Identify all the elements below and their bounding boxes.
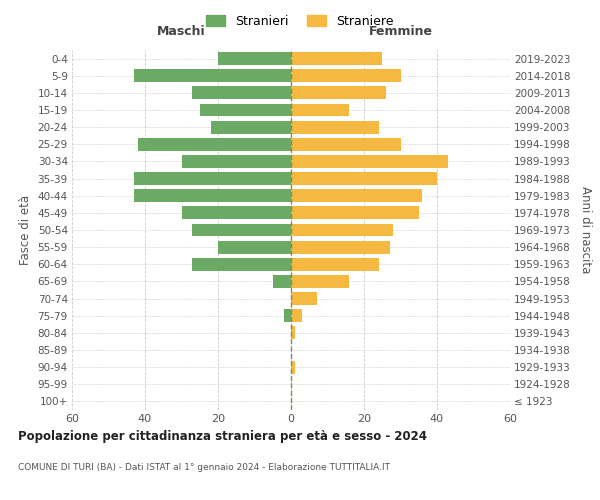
Bar [291, 224, 393, 236]
Bar [182, 206, 291, 220]
Bar [291, 326, 295, 340]
Bar [291, 292, 317, 305]
Bar [291, 206, 419, 220]
Bar [218, 52, 291, 65]
Bar [284, 310, 291, 322]
Bar [138, 138, 291, 150]
Bar [291, 360, 295, 374]
Bar [291, 190, 422, 202]
Bar [193, 258, 291, 270]
Bar [291, 310, 302, 322]
Bar [211, 120, 291, 134]
Bar [291, 155, 448, 168]
Bar [291, 86, 386, 100]
Bar [291, 258, 379, 270]
Bar [200, 104, 291, 117]
Bar [193, 224, 291, 236]
Text: Maschi: Maschi [157, 25, 206, 38]
Bar [291, 70, 401, 82]
Bar [134, 172, 291, 185]
Bar [291, 52, 382, 65]
Bar [291, 138, 401, 150]
Bar [193, 86, 291, 100]
Bar [291, 104, 349, 117]
Bar [291, 120, 379, 134]
Bar [291, 275, 349, 288]
Legend: Stranieri, Straniere: Stranieri, Straniere [200, 8, 400, 34]
Y-axis label: Anni di nascita: Anni di nascita [579, 186, 592, 274]
Bar [218, 240, 291, 254]
Text: Femmine: Femmine [368, 25, 433, 38]
Bar [134, 190, 291, 202]
Bar [134, 70, 291, 82]
Bar [182, 155, 291, 168]
Y-axis label: Fasce di età: Fasce di età [19, 195, 32, 265]
Text: Popolazione per cittadinanza straniera per età e sesso - 2024: Popolazione per cittadinanza straniera p… [18, 430, 427, 443]
Bar [291, 240, 389, 254]
Bar [273, 275, 291, 288]
Text: COMUNE DI TURI (BA) - Dati ISTAT al 1° gennaio 2024 - Elaborazione TUTTITALIA.IT: COMUNE DI TURI (BA) - Dati ISTAT al 1° g… [18, 462, 390, 471]
Bar [291, 172, 437, 185]
